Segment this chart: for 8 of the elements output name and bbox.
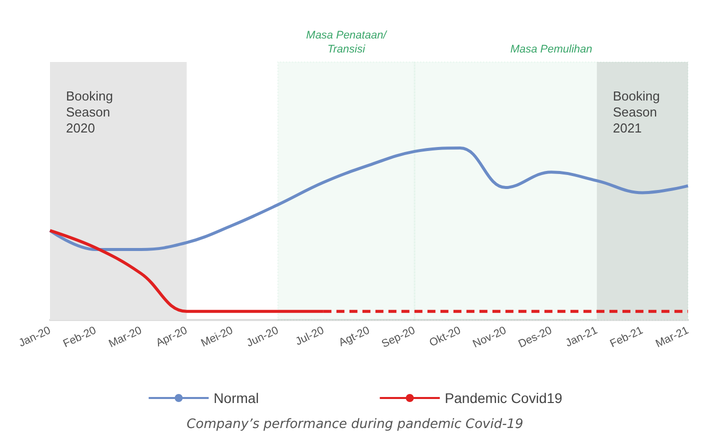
band-label: Masa Penataan/ Transisi (306, 29, 388, 56)
x-tick-label: Jul-20 (294, 324, 326, 348)
legend-label: Normal (214, 390, 259, 406)
band-label: Booking Season 2021 (612, 88, 660, 136)
legend-label: Pandemic Covid19 (444, 390, 563, 406)
band-label: Booking Season 2020 (66, 88, 113, 136)
text: Company’s performance during pandemic Covid-19 (186, 417, 524, 432)
band-label: Masa Pemulihan (510, 43, 592, 56)
